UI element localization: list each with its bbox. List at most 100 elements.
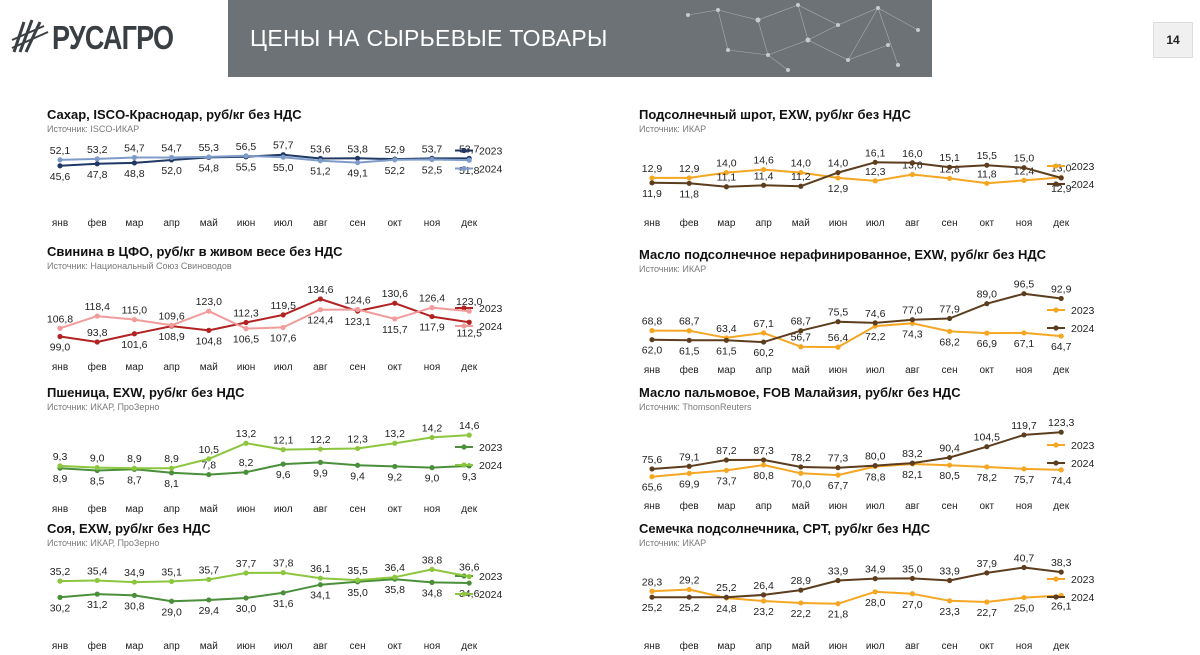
data-point-2024: [649, 466, 655, 472]
legend-2023-label: 2023: [1071, 161, 1095, 173]
data-point-2023: [1058, 467, 1064, 473]
data-point-2023: [429, 579, 435, 585]
data-label-2024: 40,7: [1014, 552, 1035, 564]
data-label-2023: 48,8: [124, 168, 145, 180]
data-label-2024: 35,1: [161, 566, 182, 578]
data-point-2023: [761, 462, 767, 468]
data-point-2024: [1021, 165, 1027, 171]
x-tick-label: мар: [125, 218, 143, 229]
data-point-2023: [280, 312, 286, 318]
data-label-2024: 123,0: [196, 296, 222, 308]
data-point-2024: [243, 440, 249, 446]
data-point-2023: [984, 330, 990, 336]
data-label-2023: 119,5: [270, 300, 296, 312]
data-point-2023: [206, 597, 212, 603]
data-label-2023: 29,0: [161, 606, 182, 618]
data-point-2024: [649, 337, 655, 343]
x-tick-label: авг: [905, 641, 920, 652]
data-point-2023: [984, 180, 990, 186]
legend-2023-label: 2023: [1071, 305, 1095, 317]
data-label-2024: 26,4: [753, 580, 774, 592]
data-point-2024: [429, 566, 435, 572]
x-tick-label: дек: [461, 218, 477, 229]
chart-title: Масло пальмовое, FOB Малайзия, руб/кг бе…: [639, 385, 961, 400]
data-label-2024: 9,0: [90, 453, 105, 465]
x-tick-label: окт: [387, 504, 402, 515]
x-tick-label: май: [200, 641, 218, 652]
data-label-2024: 123,0: [456, 296, 482, 308]
data-label-2023: 35,0: [347, 587, 368, 599]
data-point-2024: [686, 180, 692, 186]
data-label-2023: 35,8: [385, 584, 406, 596]
series-2023-line: [652, 168, 1062, 185]
data-point-2023: [686, 470, 692, 476]
data-point-2023: [761, 598, 767, 604]
data-label-2023: 9,4: [350, 470, 365, 482]
data-label-2024: 56,5: [236, 141, 257, 153]
x-tick-label: апр: [755, 365, 772, 376]
data-label-2023: 14,0: [716, 158, 737, 170]
data-label-2023: 69,9: [679, 478, 700, 490]
data-point-2024: [872, 159, 878, 165]
data-point-2024: [798, 587, 804, 593]
data-point-2024: [317, 307, 323, 313]
data-label-2024: 15,0: [1014, 153, 1035, 165]
data-point-2024: [206, 308, 212, 314]
data-point-2023: [798, 169, 804, 176]
data-label-2023: 82,1: [902, 469, 923, 481]
legend-2023-swatch-dot: [1053, 576, 1059, 582]
series-2023-line: [59, 461, 470, 476]
chart-plot: янв фев мар апр май июн июл авг сен окт ноя дек 65,6…: [642, 417, 1095, 512]
data-point-2024: [466, 573, 472, 580]
data-point-2024: [761, 592, 767, 598]
data-label-2023: 23,2: [753, 606, 774, 618]
data-label-2023: 13,0: [1051, 162, 1072, 174]
data-point-2024: [947, 315, 953, 322]
chart-title: Пшеница, EXW, руб/кг без НДС: [47, 385, 245, 400]
data-point-2023: [57, 594, 63, 600]
data-point-2023: [798, 344, 804, 350]
x-tick-label: июн: [237, 362, 256, 373]
legend-2024-label: 2024: [1071, 592, 1095, 604]
x-tick-label: апр: [163, 362, 180, 373]
data-point-2023: [798, 470, 804, 476]
chart-pork: Свинина в ЦФО, руб/кг в живом весе без Н…: [47, 244, 517, 376]
data-point-2024: [317, 446, 323, 452]
x-tick-label: окт: [979, 501, 994, 512]
data-label-2023: 30,8: [124, 600, 145, 612]
data-point-2024: [131, 579, 137, 585]
data-label-2023: 27,0: [902, 599, 923, 611]
legend-2024-swatch-dot: [461, 323, 467, 329]
data-label-2023: 78,8: [865, 471, 886, 483]
data-label-2023: 47,8: [87, 169, 108, 181]
data-label-2023: 30,0: [236, 603, 257, 615]
data-label-2024: 115,7: [382, 324, 408, 336]
data-point-2023: [909, 591, 915, 597]
data-point-2023: [947, 598, 953, 604]
data-label-2024: 60,2: [753, 347, 774, 359]
data-point-2024: [649, 594, 655, 600]
x-tick-label: мар: [125, 362, 143, 373]
data-point-2023: [466, 580, 472, 586]
data-point-2023: [392, 300, 398, 306]
data-point-2024: [355, 306, 361, 313]
x-tick-label: фев: [680, 364, 699, 376]
x-tick-label: июн: [829, 501, 848, 512]
data-point-2024: [206, 456, 212, 462]
x-tick-label: июл: [274, 504, 293, 515]
x-tick-label: фев: [88, 217, 107, 229]
x-tick-label: май: [792, 641, 810, 652]
data-point-2024: [429, 305, 435, 311]
data-label-2024: 106,5: [233, 334, 259, 346]
x-tick-label: май: [200, 218, 218, 229]
data-point-2024: [686, 463, 692, 469]
data-point-2023: [947, 328, 953, 334]
data-point-2024: [169, 154, 175, 161]
chart-plot: янв фев мар апр май июн июл авг сен окт ноя дек 68,8…: [642, 279, 1095, 376]
chart-source: Источник: ИКАР: [639, 264, 707, 274]
legend-2024-swatch-dot: [461, 165, 467, 172]
data-label-2024: 90,4: [939, 443, 960, 455]
x-tick-label: янв: [52, 504, 68, 515]
data-point-2024: [984, 444, 990, 450]
data-label-2024: 54,7: [161, 142, 182, 154]
